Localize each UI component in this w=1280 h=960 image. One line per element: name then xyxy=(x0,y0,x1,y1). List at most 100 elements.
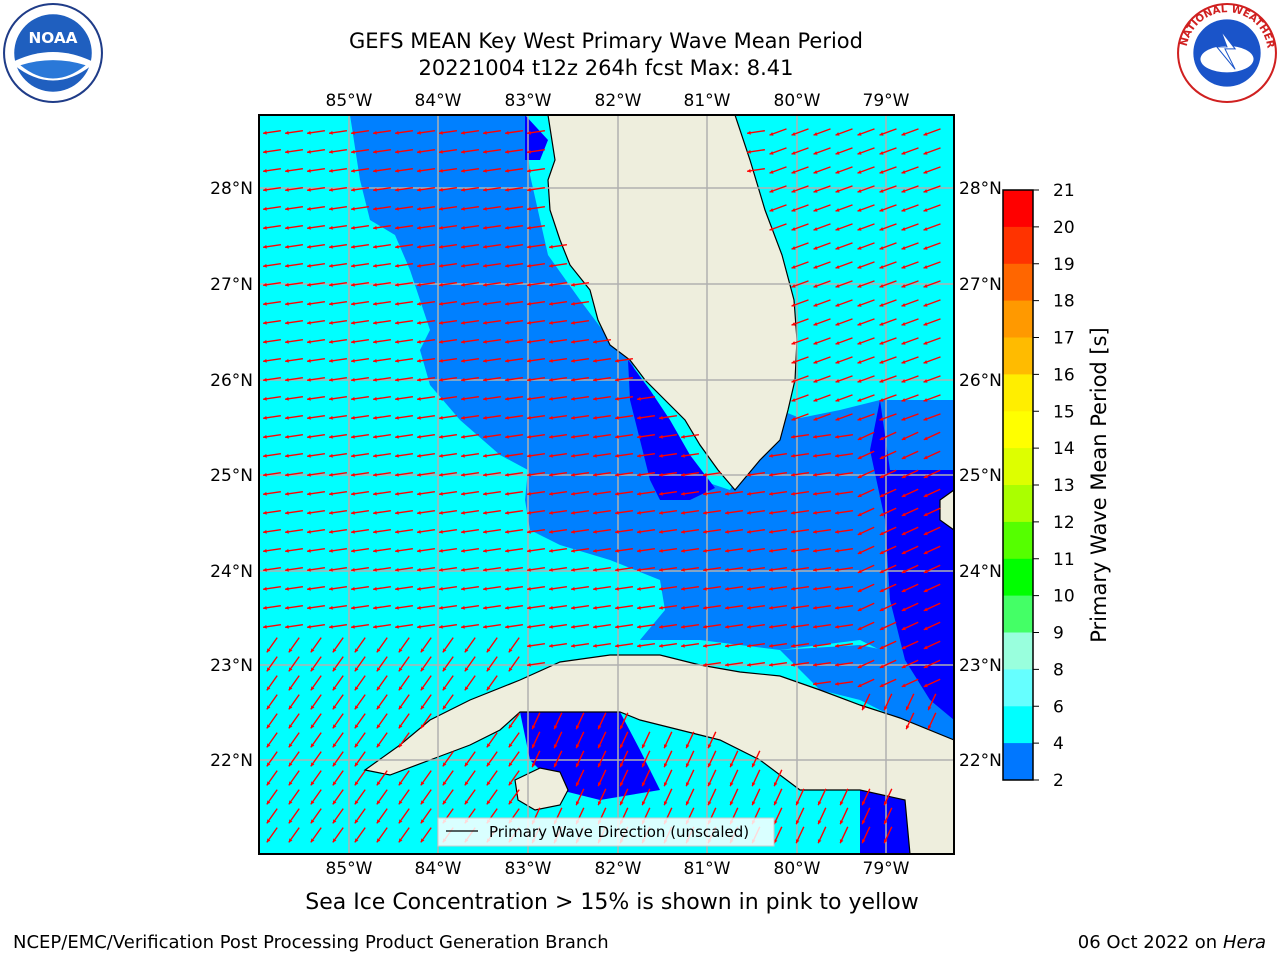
wave-arrow xyxy=(372,263,392,268)
wave-arrow xyxy=(813,375,831,383)
wave-arrow xyxy=(416,586,436,591)
wave-arrow xyxy=(372,548,392,553)
wave-arrow xyxy=(262,472,282,477)
sea-ice-note: Sea Ice Concentration > 15% is shown in … xyxy=(305,890,919,915)
wave-arrow xyxy=(328,548,348,553)
wave-arrow xyxy=(306,529,326,534)
wave-arrow xyxy=(879,507,897,517)
wave-arrow xyxy=(416,415,436,420)
wave-arrow xyxy=(504,491,524,496)
colorbar-segment xyxy=(1003,669,1033,707)
wave-arrow xyxy=(284,453,304,458)
wave-arrow xyxy=(768,567,788,572)
wave-arrow xyxy=(597,750,607,768)
wave-arrow xyxy=(570,529,590,534)
wave-arrow xyxy=(857,185,875,193)
wave-arrow xyxy=(350,225,370,230)
wave-arrow xyxy=(372,567,392,572)
wave-arrow xyxy=(548,396,568,401)
wave-arrow xyxy=(861,788,871,806)
wave-arrow xyxy=(614,491,634,496)
wave-arrow xyxy=(923,337,941,345)
wave-arrow xyxy=(394,548,414,553)
wave-arrow xyxy=(328,187,348,192)
wave-arrow xyxy=(460,206,480,211)
wave-arrow xyxy=(570,643,590,648)
wave-arrow xyxy=(857,394,875,402)
wave-arrow xyxy=(791,413,809,421)
colorbar-tick-label: 11 xyxy=(1053,550,1075,570)
wave-arrow xyxy=(857,602,875,612)
wave-arrow xyxy=(526,206,546,211)
wave-arrow xyxy=(790,624,810,629)
wave-arrow xyxy=(879,394,897,402)
wave-arrow xyxy=(482,130,502,135)
wave-arrow xyxy=(812,662,832,667)
wave-arrow xyxy=(658,567,678,572)
wave-arrow xyxy=(813,166,831,174)
wave-arrow xyxy=(266,637,278,653)
wave-arrow xyxy=(438,187,458,192)
wave-arrow xyxy=(328,415,348,420)
wave-arrow xyxy=(614,605,634,610)
wave-arrow xyxy=(372,244,392,249)
wave-arrow xyxy=(482,491,502,496)
wave-arrow xyxy=(817,807,827,825)
wave-arrow xyxy=(310,827,322,843)
colorbar-segment xyxy=(1003,485,1033,523)
wave-arrow xyxy=(879,242,897,250)
wave-arrow xyxy=(306,396,326,401)
wave-arrow xyxy=(923,375,941,383)
wave-arrow xyxy=(680,605,700,610)
wave-arrow xyxy=(835,375,853,383)
wave-arrow xyxy=(504,624,524,629)
wave-arrow xyxy=(769,147,787,155)
wave-arrow xyxy=(482,282,502,287)
wave-arrow xyxy=(834,662,854,667)
wave-arrow xyxy=(504,529,524,534)
wave-arrow xyxy=(306,282,326,287)
wave-arrow xyxy=(791,166,809,174)
wave-arrow xyxy=(306,548,326,553)
wave-arrow xyxy=(636,529,656,534)
wave-arrow xyxy=(508,713,520,729)
wave-arrow xyxy=(350,206,370,211)
wave-arrow xyxy=(526,244,546,249)
wave-arrow xyxy=(306,510,326,515)
wave-arrow xyxy=(769,185,787,193)
wave-arrow xyxy=(482,453,502,458)
wave-arrow xyxy=(879,299,897,307)
wave-arrow xyxy=(328,358,348,363)
wave-arrow xyxy=(464,656,476,672)
wave-arrow xyxy=(464,637,476,653)
lat-label-right: 25°N xyxy=(959,466,1002,486)
wave-arrow xyxy=(284,377,304,382)
lon-label-top: 85°W xyxy=(326,91,373,111)
wave-arrow xyxy=(310,770,322,786)
wave-arrow xyxy=(548,567,568,572)
wave-arrow xyxy=(857,356,875,364)
wave-arrow xyxy=(394,187,414,192)
wave-arrow xyxy=(284,168,304,173)
wave-arrow xyxy=(328,377,348,382)
wave-arrow xyxy=(834,643,854,648)
wave-arrow xyxy=(879,280,897,288)
wave-arrow xyxy=(879,185,897,193)
wave-arrow xyxy=(901,299,919,307)
wave-arrow xyxy=(350,168,370,173)
wave-arrow xyxy=(284,282,304,287)
wave-arrow xyxy=(416,358,436,363)
wave-arrow xyxy=(350,130,370,135)
map-title-line2: 20221004 t12z 264h fcst Max: 8.41 xyxy=(418,56,794,80)
wave-arrow xyxy=(923,166,941,174)
wave-arrow xyxy=(284,415,304,420)
wave-arrow xyxy=(835,204,853,212)
wave-arrow xyxy=(592,434,612,439)
footer-credit: NCEP/EMC/Verification Post Processing Pr… xyxy=(13,932,609,953)
wave-arrow xyxy=(746,472,766,477)
colorbar-tick-label: 13 xyxy=(1053,476,1075,496)
wave-arrow xyxy=(350,149,370,154)
wave-arrow xyxy=(857,413,875,421)
wave-arrow xyxy=(879,488,897,498)
lon-label-top: 82°W xyxy=(595,91,642,111)
